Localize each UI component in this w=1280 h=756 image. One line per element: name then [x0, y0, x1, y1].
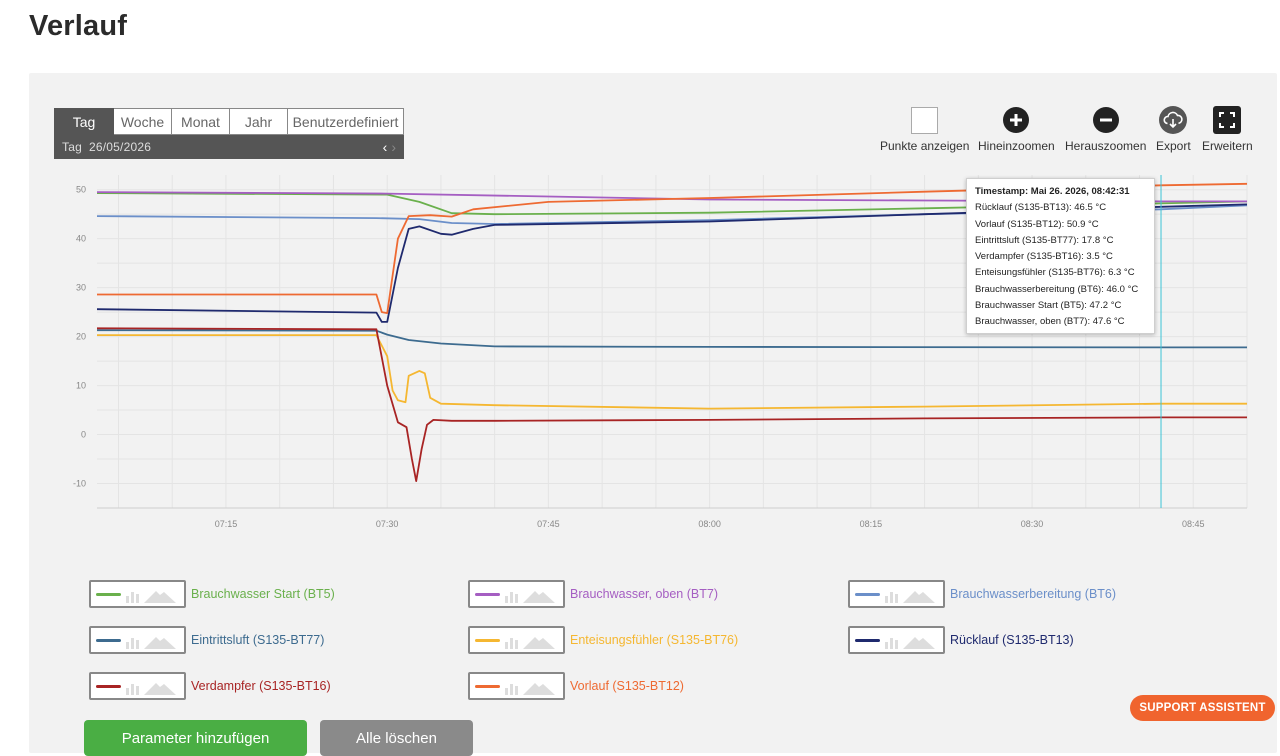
- cloud-download-icon: [1159, 106, 1188, 134]
- legend-chart-type-selector[interactable]: [468, 580, 565, 608]
- line-chart-icon: [855, 639, 880, 642]
- clear-all-button[interactable]: Alle löschen: [320, 720, 473, 756]
- line-chart-icon: [96, 593, 121, 596]
- bar-area-chart-icon: [885, 589, 941, 608]
- tooltip-line: Rücklauf (S135-BT13): 46.5 °C: [975, 202, 1107, 214]
- legend-label: Brauchwasser Start (BT5): [191, 587, 335, 601]
- bar-area-chart-icon: [505, 589, 561, 608]
- current-period-label: Tag 26/05/2026: [62, 140, 152, 154]
- legend-label: Eintrittsluft (S135-BT77): [191, 633, 325, 647]
- expand-button[interactable]: Erweitern: [1202, 106, 1253, 153]
- add-parameter-button[interactable]: Parameter hinzufügen: [84, 720, 307, 756]
- chevron-right-icon[interactable]: ›: [391, 139, 396, 155]
- legend-chart-type-selector[interactable]: [89, 672, 186, 700]
- line-chart-icon: [475, 593, 500, 596]
- legend-item[interactable]: Brauchwasser Start (BT5): [89, 580, 335, 608]
- bar-area-chart-icon: [126, 589, 182, 608]
- legend-chart-type-selector[interactable]: [468, 626, 565, 654]
- y-tick-label: 20: [76, 332, 86, 342]
- tooltip-timestamp: Timestamp: Mai 26. 2026, 08:42:31: [975, 186, 1130, 197]
- tooltip-line: Brauchwasser, oben (BT7): 47.6 °C: [975, 316, 1125, 328]
- legend-label: Rücklauf (S135-BT13): [950, 633, 1074, 647]
- legend-label: Enteisungsfühler (S135-BT76): [570, 633, 739, 647]
- show-points-toggle[interactable]: Punkte anzeigen: [880, 106, 969, 153]
- legend-chart-type-selector[interactable]: [848, 626, 945, 654]
- export-button[interactable]: Export: [1156, 106, 1191, 153]
- tab-week[interactable]: Woche: [114, 108, 172, 135]
- page-title: Verlauf: [29, 10, 128, 42]
- line-chart-icon: [96, 685, 121, 688]
- legend-item[interactable]: Brauchwasserbereitung (BT6): [848, 580, 1116, 608]
- x-tick-label: 08:30: [1021, 519, 1044, 529]
- line-chart-icon: [855, 593, 880, 596]
- y-tick-label: 10: [76, 381, 86, 391]
- bar-area-chart-icon: [126, 681, 182, 700]
- series-line: [97, 334, 1247, 410]
- zoom-in-label: Hineinzoomen: [978, 139, 1055, 153]
- series-line: [97, 182, 1248, 314]
- series-line: [96, 203, 1248, 323]
- fullscreen-icon: [1213, 106, 1242, 134]
- legend-label: Vorlauf (S135-BT12): [570, 679, 684, 693]
- x-tick-label: 08:00: [698, 519, 721, 529]
- tab-day[interactable]: Tag: [54, 108, 114, 135]
- legend-label: Brauchwasser, oben (BT7): [570, 587, 718, 601]
- bar-area-chart-icon: [505, 681, 561, 700]
- series-line: [96, 327, 1247, 482]
- x-tick-label: 07:15: [215, 519, 238, 529]
- x-tick-label: 08:15: [860, 519, 883, 529]
- chart-tooltip: Timestamp: Mai 26. 2026, 08:42:31 Rückla…: [966, 178, 1155, 334]
- tooltip-line: Enteisungsfühler (S135-BT76): 6.3 °C: [975, 267, 1135, 279]
- legend-chart-type-selector[interactable]: [848, 580, 945, 608]
- tab-year[interactable]: Jahr: [230, 108, 288, 135]
- y-tick-label: 30: [76, 283, 86, 293]
- y-tick-label: 40: [76, 234, 86, 244]
- zoom-out-icon: [1092, 106, 1120, 134]
- tooltip-line: Eintrittsluft (S135-BT77): 17.8 °C: [975, 234, 1114, 246]
- show-points-label: Punkte anzeigen: [880, 139, 970, 153]
- legend-item[interactable]: Brauchwasser, oben (BT7): [468, 580, 718, 608]
- legend-item[interactable]: Rücklauf (S135-BT13): [848, 626, 1074, 654]
- tooltip-line: Vorlauf (S135-BT12): 50.9 °C: [975, 218, 1099, 230]
- y-tick-label: 50: [76, 185, 86, 195]
- line-chart-icon: [475, 685, 500, 688]
- series-line: [96, 329, 1247, 349]
- chevron-left-icon[interactable]: ‹: [382, 139, 388, 155]
- bar-area-chart-icon: [126, 635, 182, 654]
- support-assistant-button[interactable]: SUPPORT ASSISTENT: [1130, 695, 1275, 721]
- legend-chart-type-selector[interactable]: [89, 626, 186, 654]
- export-label: Export: [1156, 139, 1191, 153]
- zoom-out-button[interactable]: Herauszoomen: [1065, 106, 1146, 153]
- legend-item[interactable]: Vorlauf (S135-BT12): [468, 672, 684, 700]
- legend-chart-type-selector[interactable]: [468, 672, 565, 700]
- period-selector: Tag Woche Monat Jahr Benutzerdefiniert T…: [54, 108, 404, 159]
- tooltip-line: Verdampfer (S135-BT16): 3.5 °C: [975, 251, 1113, 263]
- legend-label: Brauchwasserbereitung (BT6): [950, 587, 1117, 601]
- legend-item[interactable]: Eintrittsluft (S135-BT77): [89, 626, 324, 654]
- legend-label: Verdampfer (S135-BT16): [191, 679, 331, 693]
- zoom-out-label: Herauszoomen: [1065, 139, 1147, 153]
- bar-area-chart-icon: [505, 635, 561, 654]
- checkbox-icon[interactable]: [911, 106, 939, 134]
- tooltip-line: Brauchwasser Start (BT5): 47.2 °C: [975, 300, 1122, 312]
- line-chart-icon: [96, 639, 121, 642]
- x-tick-label: 08:45: [1182, 519, 1205, 529]
- legend-chart-type-selector[interactable]: [89, 580, 186, 608]
- legend-item[interactable]: Verdampfer (S135-BT16): [89, 672, 331, 700]
- tooltip-line: Brauchwasserbereitung (BT6): 46.0 °C: [975, 283, 1139, 295]
- y-tick-label: 0: [81, 430, 86, 440]
- bar-area-chart-icon: [885, 635, 941, 654]
- zoom-in-button[interactable]: Hineinzoomen: [978, 106, 1055, 153]
- expand-label: Erweitern: [1202, 139, 1253, 153]
- tab-custom[interactable]: Benutzerdefiniert: [288, 108, 404, 135]
- tab-month[interactable]: Monat: [172, 108, 230, 135]
- x-tick-label: 07:30: [376, 519, 399, 529]
- zoom-in-icon: [1002, 106, 1030, 134]
- x-tick-label: 07:45: [537, 519, 560, 529]
- y-tick-label: -10: [73, 479, 86, 489]
- legend-item[interactable]: Enteisungsfühler (S135-BT76): [468, 626, 738, 654]
- line-chart-icon: [475, 639, 500, 642]
